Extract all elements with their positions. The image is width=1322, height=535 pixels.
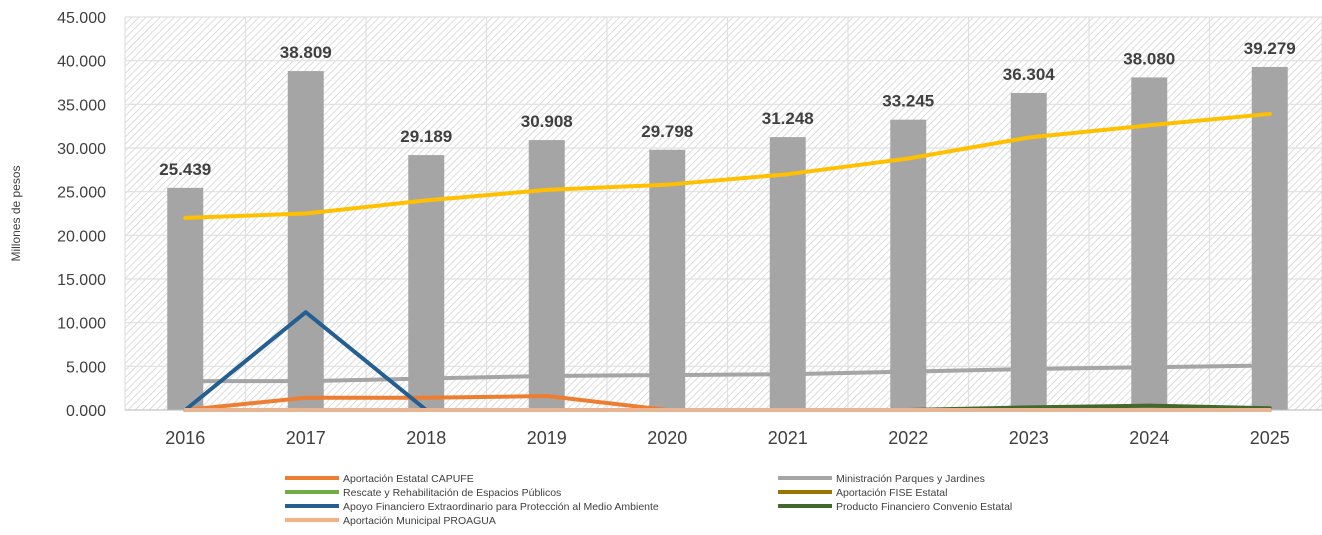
legend-label: Aportación FISE Estatal <box>836 487 947 499</box>
y-tick-label: 25.000 <box>57 185 106 202</box>
bar-data-label: 39.279 <box>1244 39 1296 58</box>
bar-2016 <box>167 187 204 410</box>
y-tick-label: 0.000 <box>66 403 106 420</box>
legend-label: Rescate y Rehabilitación de Espacios Púb… <box>343 487 561 499</box>
x-tick-label: 2025 <box>1250 428 1290 448</box>
x-tick-label: 2020 <box>647 428 687 448</box>
x-tick-label: 2023 <box>1009 428 1049 448</box>
x-tick-label: 2022 <box>888 428 928 448</box>
y-tick-label: 15.000 <box>57 272 106 289</box>
series-line-5 <box>183 310 429 412</box>
bar-2025 <box>1251 66 1288 410</box>
bar-2022 <box>890 119 927 410</box>
bar-2018 <box>408 155 445 410</box>
y-axis-title: Millones de pesos <box>9 165 23 261</box>
plot-area <box>125 17 1322 410</box>
bar-data-label: 30.908 <box>521 112 573 131</box>
x-tick-label: 2018 <box>406 428 446 448</box>
y-tick-label: 40.000 <box>57 54 106 71</box>
x-tick-label: 2017 <box>286 428 326 448</box>
bar-2023 <box>1010 92 1047 410</box>
x-tick-label: 2019 <box>527 428 567 448</box>
bar-data-label: 36.304 <box>1003 65 1056 84</box>
y-tick-label: 5.000 <box>66 359 106 376</box>
bar-2020 <box>649 149 686 410</box>
bar-data-label: 25.439 <box>159 160 211 179</box>
x-tick-label: 2016 <box>165 428 205 448</box>
bar-2019 <box>528 140 565 410</box>
legend: Aportación Estatal CAPUFE Ministración Pa… <box>285 473 1012 527</box>
y-tick-label: 35.000 <box>57 97 106 114</box>
series-line-2 <box>183 363 1272 384</box>
y-tick-label: 45.000 <box>57 10 106 27</box>
bar-data-label: 29.798 <box>641 122 693 141</box>
bar-data-label: 38.809 <box>280 43 332 62</box>
bar-2017 <box>287 71 324 411</box>
axes: 0.000 5.000 10.000 15.000 20.000 25.000 30.000… <box>57 10 1322 448</box>
legend-label: Ministración Parques y Jardines <box>836 473 985 485</box>
legend-label: Apoyo Financiero Extraordinario para Pro… <box>343 501 659 513</box>
bars <box>167 66 1288 411</box>
bar-data-label: 33.245 <box>882 92 934 111</box>
legend-label: Aportación Estatal CAPUFE <box>343 473 474 485</box>
legend-label: Producto Financiero Convenio Estatal <box>836 501 1012 513</box>
legend-label: Aportación Municipal PROAGUA <box>343 515 496 527</box>
bar-data-label: 29.189 <box>400 127 452 146</box>
bar-2024 <box>1131 77 1168 411</box>
x-tick-label: 2021 <box>768 428 808 448</box>
y-tick-label: 10.000 <box>57 316 106 333</box>
bar-2021 <box>769 137 806 410</box>
x-tick-label: 2024 <box>1129 428 1169 448</box>
y-tick-label: 30.000 <box>57 141 106 158</box>
y-tick-label: 20.000 <box>57 228 106 245</box>
bar-data-label: 38.080 <box>1123 49 1175 68</box>
series-line-0 <box>183 111 1272 220</box>
data-labels: 25.439 38.809 29.189 30.908 29.798 31.248 33.2… <box>159 39 1296 179</box>
gridlines <box>124 16 1322 411</box>
bar-data-label: 31.248 <box>762 109 814 128</box>
